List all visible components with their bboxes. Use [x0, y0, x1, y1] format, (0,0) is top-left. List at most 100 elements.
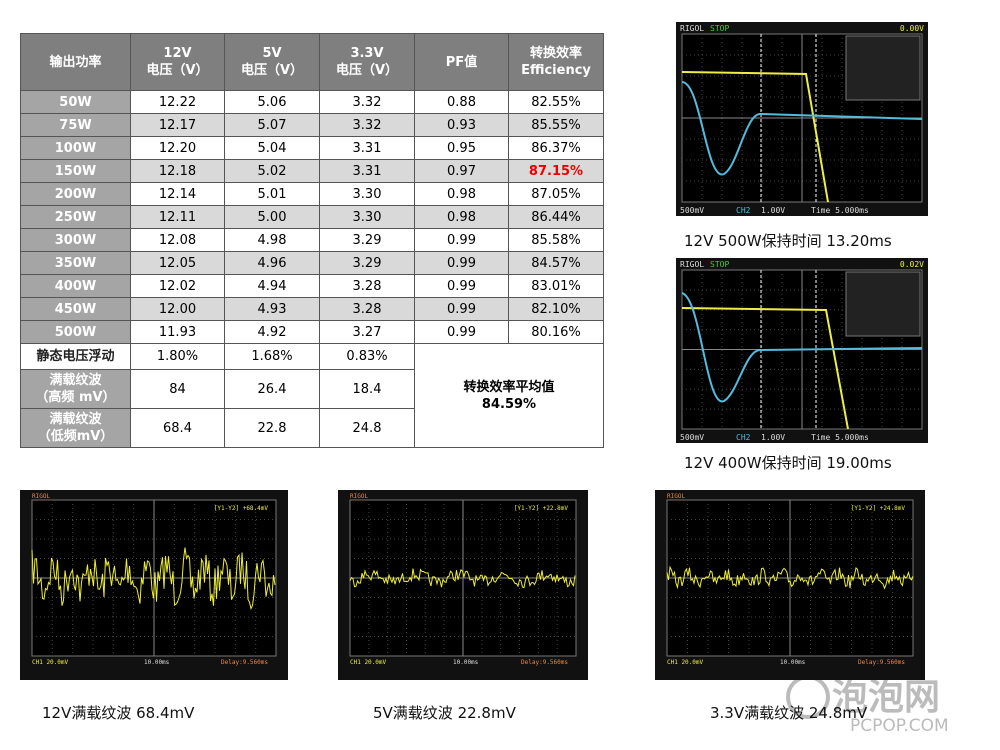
value-cell: 5.01 — [224, 182, 320, 206]
cell-text: 电压（V） — [240, 63, 304, 78]
scope-label: RIGOL — [32, 493, 50, 500]
scope-caption: 12V 500W保持时间 13.20ms — [684, 232, 892, 250]
value-cell: 3.30 — [319, 182, 415, 206]
data-row: 500W 11.93 4.92 3.27 0.99 80.16% — [20, 320, 604, 344]
cell-text: 80.16% — [531, 324, 581, 340]
scope-label: Delay:9.560ms — [858, 659, 905, 666]
value-cell: 24.8 — [319, 408, 415, 448]
cell-text: 0.88 — [447, 94, 476, 110]
scope-label: [Y1-Y2] +24.8mV — [851, 505, 906, 512]
scope-caption: 5V满载纹波 22.8mV — [373, 704, 516, 722]
value-cell: 86.44% — [508, 205, 604, 229]
cell-text: 84.57% — [531, 255, 581, 271]
value-cell: 86.37% — [508, 136, 604, 160]
cursor-line — [760, 270, 817, 429]
value-cell: 85.58% — [508, 228, 604, 252]
cell-text: 100W — [54, 140, 97, 156]
scope-label: Delay:9.560ms — [221, 659, 268, 666]
cell-text: （高频 mV） — [35, 390, 116, 405]
cell-text: 4.96 — [257, 255, 287, 271]
value-cell: 82.10% — [508, 297, 604, 321]
ripple-trace — [31, 547, 276, 610]
header-cell: 12V 电压（V） — [130, 33, 225, 91]
cell-text: 4.93 — [257, 301, 287, 317]
header-cell: PF值 — [414, 33, 509, 91]
scope-label: [Y1-Y2] +68.4mV — [214, 505, 269, 512]
value-cell: 5.07 — [224, 113, 320, 137]
value-cell: 80.16% — [508, 320, 604, 344]
cell-text: 84 — [169, 381, 186, 397]
scope-label: 10.00ms — [144, 659, 170, 666]
cell-text: 0.98 — [447, 209, 476, 225]
value-cell: 满载纹波 （低频mV） — [20, 408, 131, 448]
cell-text: 3.31 — [352, 140, 382, 156]
cell-text: 3.31 — [352, 163, 382, 179]
data-row: 50W 12.22 5.06 3.32 0.88 82.55% — [20, 90, 604, 114]
cell-text: 0.99 — [447, 232, 476, 248]
cell-text: 1.68% — [251, 349, 293, 364]
oscilloscope-screenshot: RIGOL [Y1-Y2] +22.8mV CH1 20.0mV 10.00ms Del… — [338, 490, 588, 680]
trace-ch2 — [681, 292, 923, 403]
scope-caption: 12V 400W保持时间 19.00ms — [684, 454, 892, 472]
scope-label: Time 5.000ms — [811, 433, 869, 442]
value-cell: 0.99 — [414, 228, 509, 252]
row-label: 100W — [20, 136, 131, 160]
value-cell: 11.93 — [130, 320, 225, 344]
average-cell: 转换效率平均值 84.59% — [414, 343, 604, 448]
header-row: 输出功率 12V 电压（V） 5V 电压（V） 3.3V 电压（V） PF值 转换效率 Effic… — [20, 33, 604, 91]
trace-ch2 — [681, 81, 923, 176]
ripple-trace — [349, 568, 576, 589]
cell-text: 83.01% — [531, 278, 581, 294]
value-cell: 5.06 — [224, 90, 320, 114]
value-cell: 3.28 — [319, 274, 415, 298]
watermark-name: 泡泡网 — [832, 677, 940, 718]
value-cell: 1.68% — [224, 343, 320, 370]
cell-text: 0.95 — [447, 140, 476, 156]
cell-text: 5.02 — [257, 163, 287, 179]
value-cell: 12.20 — [130, 136, 225, 160]
oscilloscope-screenshot: RIGOL STOP 0.02V 500mV CH2 1.00V Time 5.000ms — [676, 258, 928, 443]
value-cell: 18.4 — [319, 369, 415, 409]
data-row: 75W 12.17 5.07 3.32 0.93 85.55% — [20, 113, 604, 137]
cell-text: 3.30 — [352, 186, 382, 202]
watermark: 泡泡网 PCPOP.COM — [786, 675, 949, 736]
cell-text: 50W — [59, 94, 92, 110]
cell-text: 68.4 — [163, 420, 192, 436]
cell-text: 500W — [54, 324, 97, 340]
cell-text: Efficiency — [521, 63, 591, 78]
cell-text: 3.28 — [352, 301, 382, 317]
value-cell: 4.93 — [224, 297, 320, 321]
cell-text: 450W — [54, 301, 97, 317]
value-cell: 87.15% — [508, 159, 604, 183]
cell-text: 12.22 — [158, 94, 197, 110]
cell-text: 84.59% — [481, 396, 537, 412]
cell-text: 4.92 — [257, 324, 287, 340]
value-cell: 12.00 — [130, 297, 225, 321]
ripple-row: 满载纹波 （高频 mV） 84 26.4 18.4 — [20, 369, 604, 409]
value-cell: 12.14 — [130, 182, 225, 206]
cell-text: 3.3V — [350, 46, 384, 61]
value-cell: 82.55% — [508, 90, 604, 114]
cell-text: 3.30 — [352, 209, 382, 225]
oscilloscope-screenshot: RIGOL [Y1-Y2] +68.4mV CH1 20.0mV 10.00ms Del… — [20, 490, 288, 680]
scope-label: 10.00ms — [780, 659, 806, 666]
cell-text: 24.8 — [352, 420, 382, 436]
value-cell: 0.99 — [414, 251, 509, 275]
value-cell: 3.29 — [319, 228, 415, 252]
ripple-trace — [666, 565, 914, 590]
row-label: 75W — [20, 113, 131, 137]
cursor-line — [760, 34, 817, 202]
value-cell: 4.96 — [224, 251, 320, 275]
scope-label: RIGOL — [350, 493, 368, 500]
value-cell: 68.4 — [130, 408, 225, 448]
cell-text: 12.02 — [158, 278, 197, 294]
cell-text: 75W — [59, 117, 92, 133]
row-label: 400W — [20, 274, 131, 298]
cell-text: 输出功率 — [49, 54, 102, 70]
cell-text: 0.99 — [447, 278, 476, 294]
scope-label: [Y1-Y2] +22.8mV — [514, 505, 569, 512]
cell-text: 0.99 — [447, 301, 476, 317]
power-table: 输出功率 12V 电压（V） 5V 电压（V） 3.3V 电压（V） PF值 转换效率 Effic… — [20, 33, 604, 448]
scope-label: 500mV — [680, 433, 704, 442]
cell-text: 12.00 — [158, 301, 197, 317]
